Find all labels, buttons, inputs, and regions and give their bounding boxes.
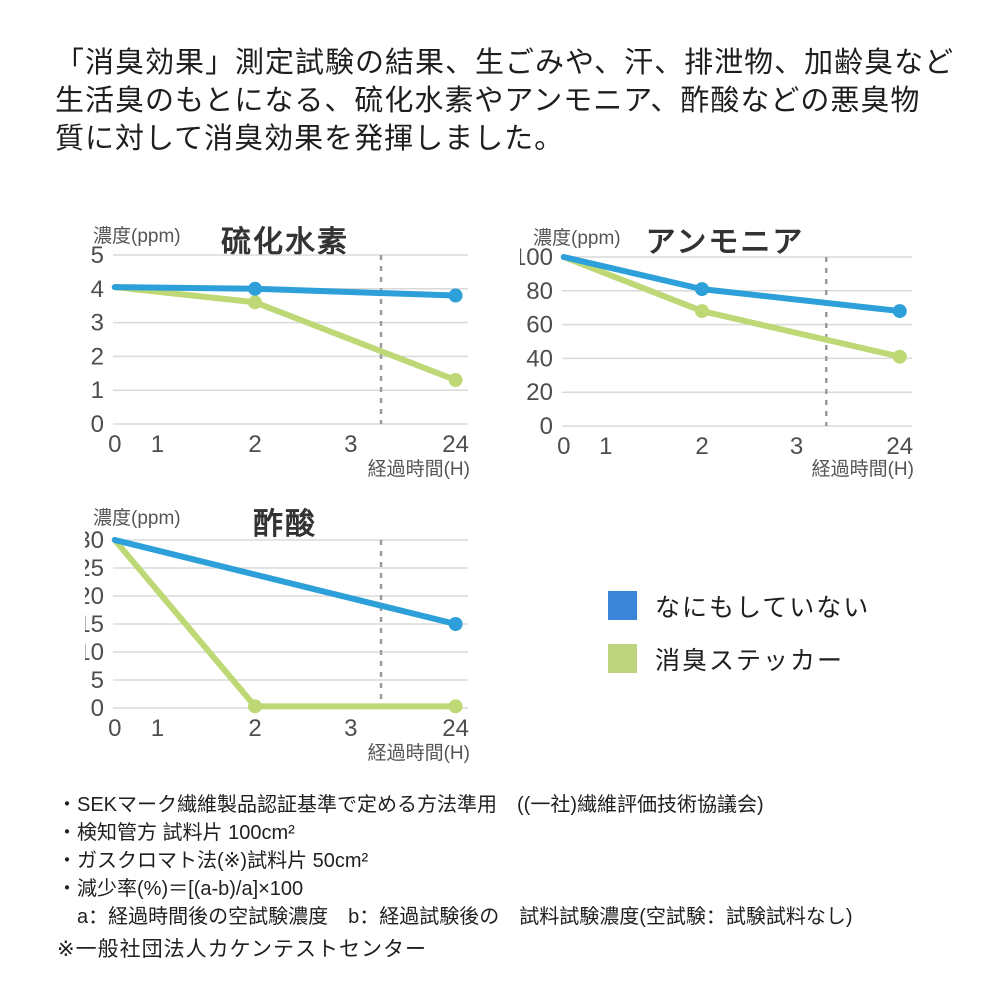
legend-swatch-blue-icon bbox=[608, 591, 637, 620]
svg-text:10: 10 bbox=[85, 639, 104, 666]
svg-text:0: 0 bbox=[108, 431, 121, 458]
svg-text:0: 0 bbox=[557, 433, 570, 460]
source-note: ※一般社団法人カケンテストセンター bbox=[57, 938, 427, 961]
footnote-line: ・SEKマーク繊維製品認証基準で定める方法準用 ((一社)繊維評価技術協議会) bbox=[57, 794, 764, 816]
header-line-3: 質に対して消臭効果を発揮しました。 bbox=[55, 123, 565, 155]
footnote-line: a：経過時間後の空試験濃度 b：経過試験後の 試料試験濃度(空試験：試験試料なし… bbox=[57, 906, 853, 928]
footnote-line: ・検知管方 試料片 100cm² bbox=[57, 822, 295, 844]
chart-ammonia: 濃度(ppm) アンモニア 020406080100012324 経過時間(H) bbox=[520, 213, 930, 485]
chart-title: 硫化水素 bbox=[221, 226, 349, 259]
svg-text:0: 0 bbox=[108, 715, 121, 742]
svg-text:3: 3 bbox=[344, 715, 357, 742]
svg-text:5: 5 bbox=[91, 242, 104, 269]
header-line-1: 「消臭効果」測定試験の結果、生ごみや、汗、排泄物、加齢臭など bbox=[55, 47, 955, 79]
chart-hydrogen-sulfide: 濃度(ppm) 硫化水素 0 1 2 3 4 5 0 1 2 3 24 経過時間(H) bbox=[85, 213, 485, 485]
legend-label: 消臭ステッカー bbox=[655, 646, 845, 675]
svg-text:15: 15 bbox=[85, 611, 104, 638]
legend-row-deodorant-sticker: 消臭ステッカー bbox=[608, 644, 870, 675]
chart-title: 酢酸 bbox=[253, 508, 317, 541]
svg-text:2: 2 bbox=[695, 433, 708, 460]
svg-text:1: 1 bbox=[599, 433, 612, 460]
svg-text:25: 25 bbox=[85, 555, 104, 582]
svg-text:1: 1 bbox=[151, 715, 164, 742]
svg-text:100: 100 bbox=[520, 244, 553, 271]
svg-text:5: 5 bbox=[91, 667, 104, 694]
svg-text:1: 1 bbox=[151, 431, 164, 458]
header-text: 「消臭効果」測定試験の結果、生ごみや、汗、排泄物、加齢臭など 生活臭のもとになる… bbox=[55, 44, 965, 158]
svg-text:3: 3 bbox=[344, 431, 357, 458]
svg-text:1: 1 bbox=[91, 377, 104, 404]
svg-text:2: 2 bbox=[91, 343, 104, 370]
svg-text:20: 20 bbox=[85, 583, 104, 610]
x-axis-label: 経過時間(H) bbox=[811, 459, 914, 480]
svg-text:60: 60 bbox=[526, 312, 553, 339]
chart-title: アンモニア bbox=[645, 226, 805, 259]
footnote-line: ・減少率(%)＝[(a-b)/a]×100 bbox=[57, 878, 304, 900]
svg-text:3: 3 bbox=[790, 433, 803, 460]
x-axis-label: 経過時間(H) bbox=[367, 459, 470, 480]
chart-plot: 020406080100012324 bbox=[520, 244, 913, 460]
footnotes: ・SEKマーク繊維製品認証基準で定める方法準用 ((一社)繊維評価技術協議会) … bbox=[57, 791, 853, 931]
svg-text:24: 24 bbox=[442, 715, 469, 742]
svg-text:20: 20 bbox=[526, 379, 553, 406]
svg-text:0: 0 bbox=[91, 695, 104, 722]
y-axis-label: 濃度(ppm) bbox=[93, 508, 181, 529]
legend-row-untreated: なにもしていない bbox=[608, 591, 870, 622]
footnote-line: ・ガスクロマト法(※)試料片 50cm² bbox=[57, 850, 369, 872]
svg-text:2: 2 bbox=[248, 715, 261, 742]
svg-text:0: 0 bbox=[91, 411, 104, 438]
svg-text:0: 0 bbox=[540, 413, 553, 440]
svg-text:4: 4 bbox=[91, 276, 104, 303]
svg-text:24: 24 bbox=[886, 433, 913, 460]
svg-text:24: 24 bbox=[442, 431, 469, 458]
svg-text:30: 30 bbox=[85, 527, 104, 554]
svg-text:2: 2 bbox=[248, 431, 261, 458]
svg-text:3: 3 bbox=[91, 310, 104, 337]
y-axis-label: 濃度(ppm) bbox=[533, 228, 621, 249]
chart-plot: 051015202530 0 1 2 3 24 bbox=[85, 527, 469, 742]
chart-acetic-acid: 濃度(ppm) 酢酸 051015202530 0 1 2 3 24 経過時間(H) bbox=[85, 495, 485, 767]
y-axis-label: 濃度(ppm) bbox=[93, 226, 181, 247]
legend-swatch-green-icon bbox=[608, 644, 637, 673]
legend-label: なにもしていない bbox=[655, 593, 871, 622]
svg-text:40: 40 bbox=[526, 345, 553, 372]
legend: なにもしていない 消臭ステッカー bbox=[608, 591, 870, 697]
header-line-2: 生活臭のもとになる、硫化水素やアンモニア、酢酸などの悪臭物 bbox=[55, 85, 921, 117]
svg-text:80: 80 bbox=[526, 278, 553, 305]
x-axis-label: 経過時間(H) bbox=[367, 743, 470, 764]
